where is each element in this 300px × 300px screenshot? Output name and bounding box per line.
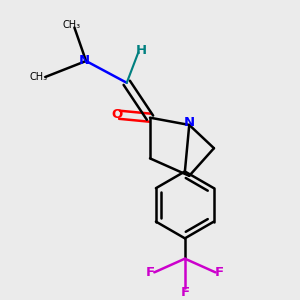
Text: N: N bbox=[79, 55, 90, 68]
Text: F: F bbox=[180, 286, 189, 298]
Text: CH₃: CH₃ bbox=[62, 20, 81, 30]
Text: F: F bbox=[146, 266, 154, 279]
Text: F: F bbox=[215, 266, 224, 279]
Text: N: N bbox=[184, 116, 195, 128]
Text: H: H bbox=[136, 44, 147, 57]
Text: CH₃: CH₃ bbox=[29, 72, 47, 82]
Text: O: O bbox=[111, 108, 122, 121]
